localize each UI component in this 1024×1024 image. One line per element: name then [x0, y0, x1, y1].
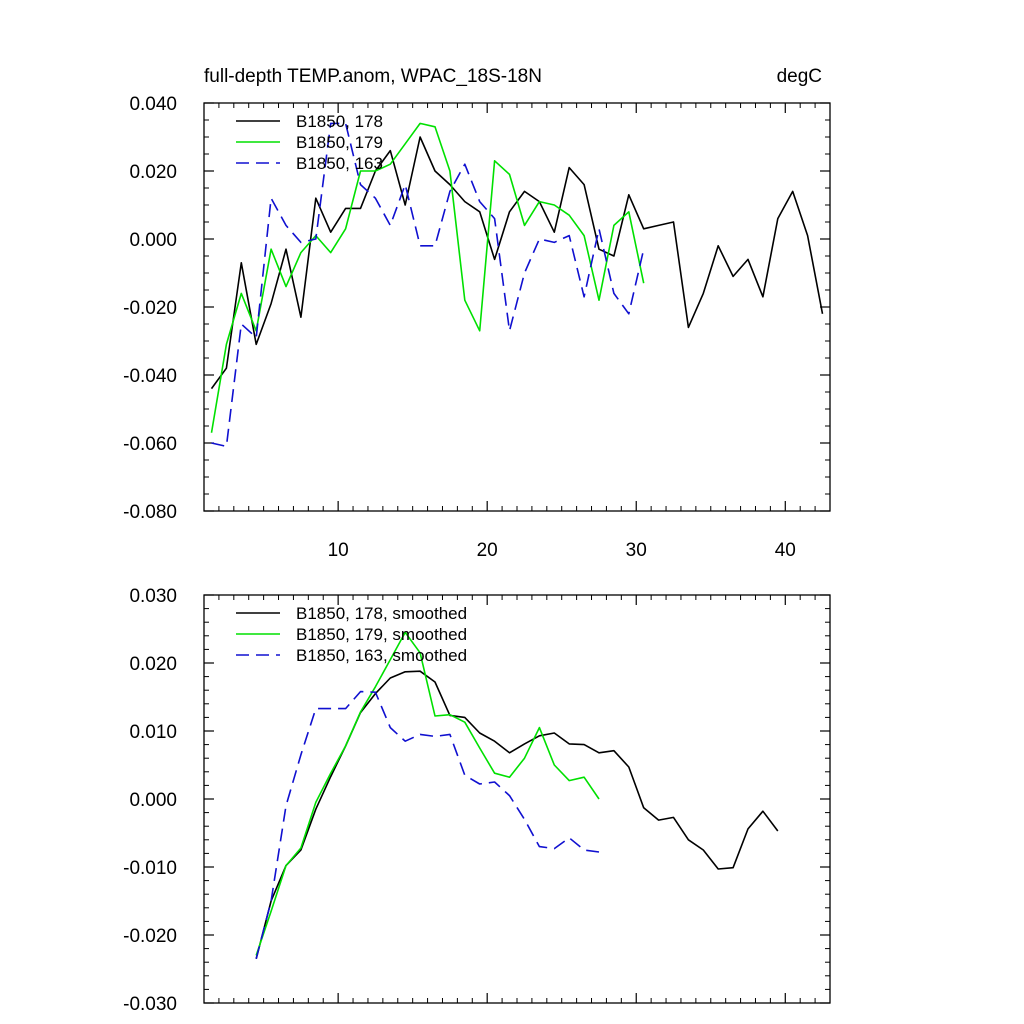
top-axis-ticks — [203, 102, 831, 512]
bottom-panel: -0.030 -0.020 -0.010 0.000 0.010 0.020 0.030 B… — [123, 586, 831, 1015]
bottom-legend-label-3: B1850, 163, smoothed — [296, 646, 467, 665]
top-legend-label-1: B1850, 178 — [296, 112, 383, 131]
bottom-series-line-3 — [255, 690, 600, 959]
top-panel: full-depth TEMP.anom, WPAC_18S-18N degC … — [123, 66, 831, 561]
top-y-tick-label: -0.060 — [123, 434, 177, 455]
bottom-legend: B1850, 178, smoothed B1850, 179, smoothed… — [236, 604, 467, 665]
bottom-legend-label-2: B1850, 179, smoothed — [296, 625, 467, 644]
bottom-series-line-1 — [255, 670, 779, 959]
top-x-tick-label: 20 — [477, 540, 498, 561]
top-y-tick-label: -0.040 — [123, 366, 177, 387]
top-y-tick-label: 0.040 — [129, 94, 177, 115]
top-y-tick-labels: -0.080 -0.060 -0.040 -0.020 0.000 0.020 0.040 — [123, 94, 177, 523]
top-legend-label-3: B1850, 163 — [296, 154, 383, 173]
top-series-line-3 — [211, 122, 645, 448]
top-series-line-1 — [210, 136, 824, 390]
top-legend: B1850, 178 B1850, 179 B1850, 163 — [236, 112, 383, 173]
top-legend-label-2: B1850, 179 — [296, 133, 383, 152]
bottom-y-tick-label: 0.000 — [129, 790, 177, 811]
top-y-tick-label: 0.000 — [129, 230, 177, 251]
bottom-y-tick-label: -0.020 — [123, 926, 177, 947]
top-chart-title: full-depth TEMP.anom, WPAC_18S-18N — [204, 66, 542, 87]
top-x-tick-label: 40 — [775, 540, 796, 561]
top-y-tick-label: 0.020 — [129, 162, 177, 183]
bottom-y-tick-label: 0.030 — [129, 586, 177, 607]
top-y-tick-label: -0.020 — [123, 298, 177, 319]
bottom-series-line-2 — [255, 631, 600, 956]
top-x-tick-label: 30 — [626, 540, 647, 561]
bottom-y-tick-label: 0.010 — [129, 722, 177, 743]
top-chart-units: degC — [777, 66, 822, 87]
bottom-y-tick-labels: -0.030 -0.020 -0.010 0.000 0.010 0.020 0.030 — [123, 586, 177, 1015]
top-y-tick-label: -0.080 — [123, 502, 177, 523]
top-series-layer — [210, 122, 824, 448]
bottom-axis-ticks — [203, 594, 831, 1004]
top-x-tick-label: 10 — [328, 540, 349, 561]
bottom-y-tick-label: 0.020 — [129, 654, 177, 675]
bottom-y-tick-label: -0.010 — [123, 858, 177, 879]
bottom-series-layer — [255, 631, 779, 959]
top-x-tick-labels: 10 20 30 40 — [328, 540, 796, 561]
top-series-line-2 — [210, 122, 645, 433]
bottom-legend-label-1: B1850, 178, smoothed — [296, 604, 467, 623]
bottom-y-tick-label: -0.030 — [123, 994, 177, 1015]
